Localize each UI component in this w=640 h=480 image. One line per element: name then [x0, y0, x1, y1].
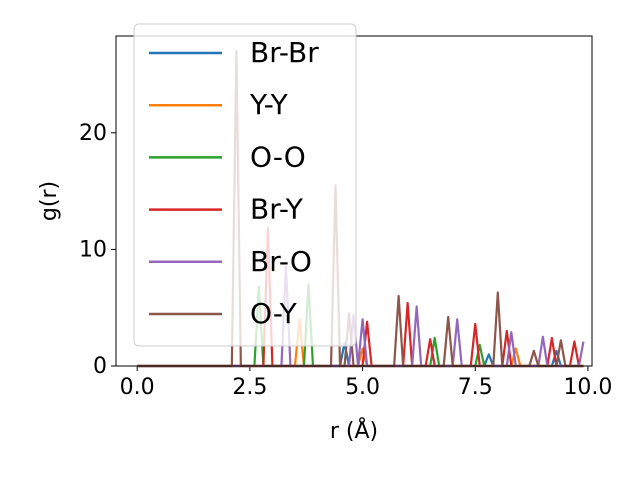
y-tick-label: 0	[93, 354, 107, 379]
legend-label: Br-Br	[250, 36, 319, 69]
x-tick-label: 5.0	[345, 375, 380, 400]
legend-label: Br-Y	[250, 193, 304, 226]
x-tick-label: 0.0	[120, 375, 155, 400]
x-tick-label: 7.5	[458, 375, 493, 400]
y-tick-label: 20	[79, 121, 107, 146]
y-axis-label: g(r)	[37, 181, 62, 221]
x-tick-label: 2.5	[232, 375, 267, 400]
x-tick-label: 10.0	[563, 375, 612, 400]
legend-label: Br-O	[250, 245, 312, 278]
legend-box	[133, 23, 357, 347]
legend-label: O-O	[250, 140, 306, 173]
legend-label: Y-Y	[249, 88, 289, 121]
y-tick-label: 10	[79, 237, 107, 262]
legend-label: O-Y	[250, 297, 298, 330]
x-axis-label: r (Å)	[330, 417, 378, 444]
